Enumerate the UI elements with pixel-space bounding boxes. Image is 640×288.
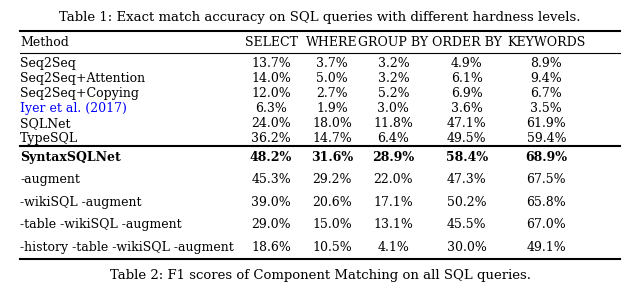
Text: 31.6%: 31.6% bbox=[311, 151, 353, 164]
Text: 9.4%: 9.4% bbox=[531, 72, 562, 85]
Text: 18.6%: 18.6% bbox=[251, 241, 291, 254]
Text: 2.7%: 2.7% bbox=[316, 87, 348, 100]
Text: 3.2%: 3.2% bbox=[378, 72, 410, 85]
Text: -wikiSQL -augment: -wikiSQL -augment bbox=[20, 196, 141, 209]
Text: 12.0%: 12.0% bbox=[251, 87, 291, 100]
Text: 50.2%: 50.2% bbox=[447, 196, 486, 209]
Text: 45.3%: 45.3% bbox=[251, 173, 291, 186]
Text: -history -table -wikiSQL -augment: -history -table -wikiSQL -augment bbox=[20, 241, 234, 254]
Text: 45.5%: 45.5% bbox=[447, 218, 486, 231]
Text: Seq2Seq: Seq2Seq bbox=[20, 57, 76, 70]
Text: 18.0%: 18.0% bbox=[312, 117, 352, 130]
Text: 61.9%: 61.9% bbox=[527, 117, 566, 130]
Text: 36.2%: 36.2% bbox=[251, 132, 291, 145]
Text: 10.5%: 10.5% bbox=[312, 241, 352, 254]
Text: 29.0%: 29.0% bbox=[252, 218, 291, 231]
Text: ORDER BY: ORDER BY bbox=[432, 36, 502, 49]
Text: 1.9%: 1.9% bbox=[316, 102, 348, 115]
Text: 68.9%: 68.9% bbox=[525, 151, 567, 164]
Text: 3.5%: 3.5% bbox=[531, 102, 562, 115]
Text: 5.2%: 5.2% bbox=[378, 87, 409, 100]
Text: 49.5%: 49.5% bbox=[447, 132, 486, 145]
Text: 14.0%: 14.0% bbox=[251, 72, 291, 85]
Text: Method: Method bbox=[20, 36, 69, 49]
Text: Seq2Seq+Attention: Seq2Seq+Attention bbox=[20, 72, 145, 85]
Text: 48.2%: 48.2% bbox=[250, 151, 292, 164]
Text: 17.1%: 17.1% bbox=[374, 196, 413, 209]
Text: 65.8%: 65.8% bbox=[527, 196, 566, 209]
Text: 6.3%: 6.3% bbox=[255, 102, 287, 115]
Text: 39.0%: 39.0% bbox=[251, 196, 291, 209]
Text: 67.5%: 67.5% bbox=[527, 173, 566, 186]
Text: 29.2%: 29.2% bbox=[312, 173, 352, 186]
Text: 67.0%: 67.0% bbox=[527, 218, 566, 231]
Text: 3.0%: 3.0% bbox=[378, 102, 410, 115]
Text: 4.1%: 4.1% bbox=[378, 241, 410, 254]
Text: 20.6%: 20.6% bbox=[312, 196, 352, 209]
Text: 6.7%: 6.7% bbox=[531, 87, 562, 100]
Text: -augment: -augment bbox=[20, 173, 80, 186]
Text: Table 2: F1 scores of Component Matching on all SQL queries.: Table 2: F1 scores of Component Matching… bbox=[109, 269, 531, 282]
Text: Table 1: Exact match accuracy on SQL queries with different hardness levels.: Table 1: Exact match accuracy on SQL que… bbox=[60, 11, 580, 24]
Text: 6.1%: 6.1% bbox=[451, 72, 483, 85]
Text: 24.0%: 24.0% bbox=[251, 117, 291, 130]
Text: 58.4%: 58.4% bbox=[445, 151, 488, 164]
Text: 59.4%: 59.4% bbox=[527, 132, 566, 145]
Text: 49.1%: 49.1% bbox=[527, 241, 566, 254]
Text: SyntaxSQLNet: SyntaxSQLNet bbox=[20, 151, 121, 164]
Text: Iyer et al. (2017): Iyer et al. (2017) bbox=[20, 102, 127, 115]
Text: SQLNet: SQLNet bbox=[20, 117, 71, 130]
Text: 3.7%: 3.7% bbox=[316, 57, 348, 70]
Text: SELECT: SELECT bbox=[244, 36, 298, 49]
Text: 13.7%: 13.7% bbox=[251, 57, 291, 70]
Text: 4.9%: 4.9% bbox=[451, 57, 483, 70]
Text: 15.0%: 15.0% bbox=[312, 218, 352, 231]
Text: WHERE: WHERE bbox=[307, 36, 358, 49]
Text: -table -wikiSQL -augment: -table -wikiSQL -augment bbox=[20, 218, 182, 231]
Text: 6.4%: 6.4% bbox=[378, 132, 410, 145]
Text: 47.3%: 47.3% bbox=[447, 173, 486, 186]
Text: Seq2Seq+Copying: Seq2Seq+Copying bbox=[20, 87, 140, 100]
Text: 6.9%: 6.9% bbox=[451, 87, 483, 100]
Text: 3.6%: 3.6% bbox=[451, 102, 483, 115]
Text: 14.7%: 14.7% bbox=[312, 132, 352, 145]
Text: 8.9%: 8.9% bbox=[531, 57, 562, 70]
Text: 5.0%: 5.0% bbox=[316, 72, 348, 85]
Text: TypeSQL: TypeSQL bbox=[20, 132, 78, 145]
Text: KEYWORDS: KEYWORDS bbox=[508, 36, 586, 49]
Text: 3.2%: 3.2% bbox=[378, 57, 410, 70]
Text: 11.8%: 11.8% bbox=[374, 117, 413, 130]
Text: 47.1%: 47.1% bbox=[447, 117, 486, 130]
Text: 22.0%: 22.0% bbox=[374, 173, 413, 186]
Text: 28.9%: 28.9% bbox=[372, 151, 415, 164]
Text: GROUP BY: GROUP BY bbox=[358, 36, 428, 49]
Text: 30.0%: 30.0% bbox=[447, 241, 487, 254]
Text: 13.1%: 13.1% bbox=[374, 218, 413, 231]
